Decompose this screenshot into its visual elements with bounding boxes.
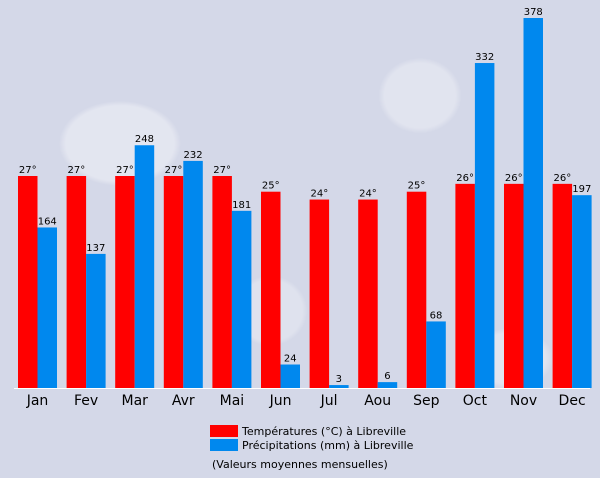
data-label-precipitation-oct: 332 <box>475 52 494 63</box>
x-tick-label-dec: Dec <box>559 393 586 409</box>
x-tick-label-jul: Jul <box>320 393 338 409</box>
bar-precipitation-jan <box>37 227 57 388</box>
bar-temperature-jul <box>309 199 330 388</box>
data-label-precipitation-jun: 24 <box>284 354 297 365</box>
data-label-precipitation-mar: 248 <box>135 134 154 145</box>
x-tick-label-sep: Sep <box>413 393 440 409</box>
bar-temperature-avr <box>163 176 184 388</box>
bar-precipitation-nov <box>523 18 543 388</box>
data-label-precipitation-jul: 3 <box>336 374 342 385</box>
bar-precipitation-aou <box>377 382 398 388</box>
bar-precipitation-jun <box>280 364 300 388</box>
data-label-temperature-fev: 27° <box>67 165 85 176</box>
data-label-temperature-nov: 26° <box>505 173 523 184</box>
bar-temperature-nov <box>504 183 524 388</box>
bar-temperature-jun <box>261 191 281 388</box>
bar-temperature-aou <box>358 199 378 388</box>
data-label-temperature-oct: 26° <box>456 173 474 184</box>
data-label-precipitation-fev: 137 <box>86 243 105 254</box>
bar-temperature-mai <box>212 176 232 388</box>
data-label-precipitation-avr: 232 <box>184 150 203 161</box>
legend-label-temperature: Températures (°C) à Libreville <box>242 424 407 438</box>
bar-precipitation-avr <box>183 160 203 388</box>
legend-item-precipitation: Précipitations (mm) à Libreville <box>210 438 413 452</box>
bar-temperature-mar <box>115 176 135 388</box>
bar-precipitation-oct <box>474 63 495 388</box>
chart-legend: Températures (°C) à Libreville Précipita… <box>210 424 413 452</box>
x-tick-label-nov: Nov <box>510 393 537 409</box>
bar-temperature-sep <box>406 191 427 388</box>
data-label-precipitation-dec: 197 <box>572 184 591 195</box>
bar-temperature-dec <box>552 183 573 388</box>
x-tick-label-jun: Jun <box>269 393 292 409</box>
bar-temperature-oct <box>455 183 475 388</box>
data-label-temperature-avr: 27° <box>165 165 183 176</box>
x-tick-label-oct: Oct <box>463 393 488 409</box>
data-label-temperature-jun: 25° <box>262 181 280 192</box>
legend-swatch-temperature <box>210 425 238 437</box>
bar-precipitation-sep <box>426 321 446 388</box>
x-tick-label-aou: Aou <box>364 393 391 409</box>
data-label-temperature-sep: 25° <box>408 181 426 192</box>
legend-label-precipitation: Précipitations (mm) à Libreville <box>242 438 414 452</box>
data-label-temperature-mar: 27° <box>116 165 134 176</box>
bar-precipitation-mar <box>134 145 155 388</box>
x-tick-label-mai: Mai <box>220 393 245 409</box>
bar-temperature-jan <box>18 176 38 388</box>
data-label-temperature-mai: 27° <box>213 165 231 176</box>
data-label-precipitation-mai: 181 <box>232 200 251 211</box>
bar-precipitation-dec <box>572 195 592 388</box>
chart-note: (Valeurs moyennes mensuelles) <box>212 458 388 471</box>
data-label-temperature-aou: 24° <box>359 189 377 200</box>
data-label-precipitation-aou: 6 <box>384 371 390 382</box>
x-tick-label-mar: Mar <box>121 393 148 409</box>
data-label-precipitation-nov: 378 <box>524 7 543 18</box>
data-label-temperature-jul: 24° <box>310 189 328 200</box>
bar-temperature-fev <box>66 176 87 388</box>
bar-precipitation-fev <box>86 253 106 388</box>
data-label-precipitation-jan: 164 <box>38 216 57 227</box>
bar-precipitation-jul <box>329 385 349 388</box>
x-tick-label-fev: Fev <box>74 393 98 409</box>
legend-swatch-precipitation <box>210 439 238 451</box>
data-label-temperature-jan: 27° <box>19 165 37 176</box>
x-tick-label-jan: Jan <box>26 393 49 409</box>
bar-precipitation-mai <box>231 210 252 388</box>
data-label-temperature-dec: 26° <box>553 173 571 184</box>
x-tick-label-avr: Avr <box>172 393 195 409</box>
data-label-precipitation-sep: 68 <box>430 310 443 321</box>
legend-item-temperature: Températures (°C) à Libreville <box>210 424 413 438</box>
